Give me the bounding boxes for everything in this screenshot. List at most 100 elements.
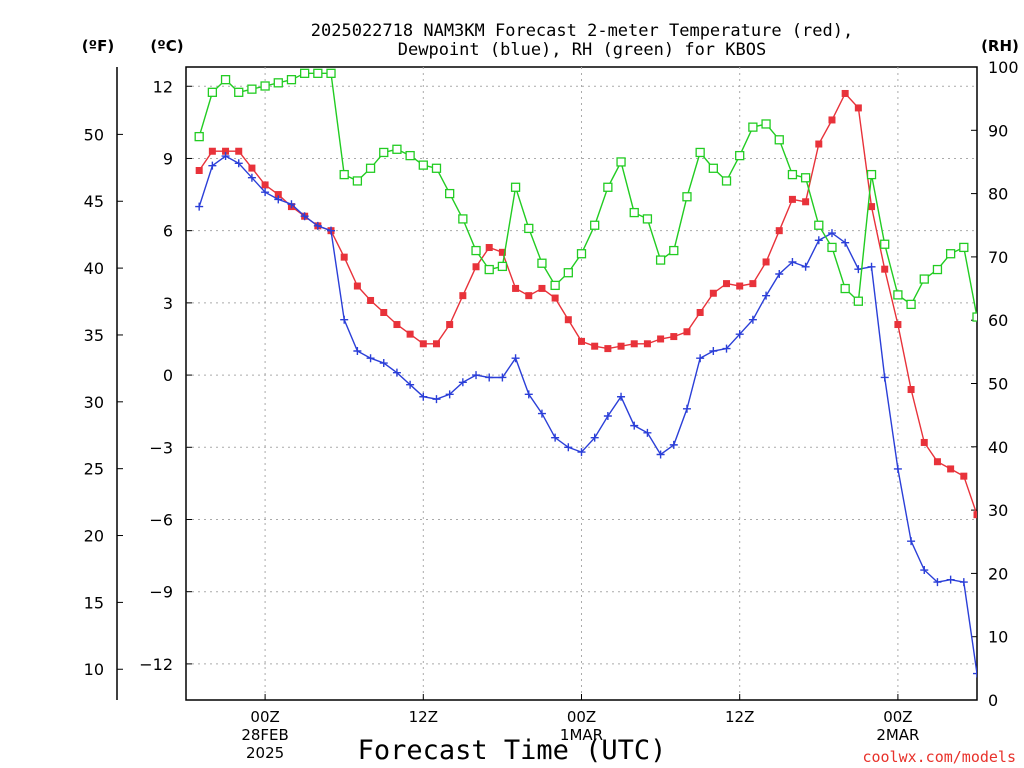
dewpoint-point — [340, 315, 349, 324]
rh-point — [365, 163, 376, 173]
dewpoint-point — [841, 238, 850, 247]
rh-point — [919, 274, 929, 284]
fahrenheit-unit-label: (ºF) — [82, 37, 114, 55]
dewpoint-point — [643, 428, 652, 437]
temperature-point — [696, 308, 704, 316]
dewpoint-point — [709, 347, 718, 356]
rh-point — [234, 87, 244, 97]
x-tick-label: 2MAR — [876, 726, 919, 744]
dewpoint-point — [498, 373, 507, 382]
temperature-point — [380, 308, 388, 316]
x-tick-label: 2025 — [246, 744, 284, 762]
celsius-tick-label: 12 — [153, 77, 173, 96]
dewpoint-point — [907, 537, 916, 546]
temperature-point — [195, 166, 203, 174]
rh-point — [445, 188, 455, 199]
dewpoint-point — [208, 161, 217, 170]
fahrenheit-tick-label: 20 — [84, 527, 104, 546]
rh-tick-label: 60 — [988, 311, 1008, 330]
dewpoint-point — [287, 200, 296, 209]
dewpoint-point — [458, 378, 467, 387]
temperature-point — [564, 316, 572, 324]
rh-point — [392, 144, 402, 154]
dewpoint-point — [261, 188, 270, 197]
celsius-tick-label: −3 — [149, 438, 173, 457]
rh-point — [497, 261, 508, 272]
dewpoint-point — [986, 679, 994, 687]
rh-point — [708, 163, 718, 173]
rh-tick-label: 50 — [988, 375, 1008, 394]
rh-point — [286, 75, 297, 85]
dewpoint-point — [485, 373, 494, 382]
dewpoint-point — [696, 354, 705, 363]
dewpoint-point — [234, 159, 243, 168]
temperature-point — [446, 321, 454, 329]
temperature-point — [538, 284, 546, 292]
dewpoint-point — [617, 392, 626, 401]
rh-tick-label: 80 — [988, 185, 1008, 204]
rh-point — [220, 75, 231, 85]
rh-point — [431, 163, 442, 173]
dewpoint-point — [788, 257, 797, 266]
rh-point — [576, 249, 587, 259]
rh-point — [893, 290, 903, 300]
series-temperature — [195, 89, 994, 535]
temperature-point — [353, 282, 361, 290]
dewpoint-point — [827, 229, 836, 238]
temperature-point — [274, 191, 282, 199]
rh-point — [313, 68, 323, 78]
dewpoint-point — [313, 221, 322, 230]
dewpoint-point — [603, 411, 612, 420]
dewpoint-point — [392, 368, 401, 377]
dewpoint-point — [959, 578, 968, 587]
x-tick-label: 00Z — [883, 708, 912, 726]
x-axis-title: Forecast Time (UTC) — [358, 735, 667, 766]
rh-point — [959, 242, 969, 253]
dewpoint-point — [630, 421, 639, 430]
dewpoint-point — [353, 347, 362, 356]
rh-point — [299, 68, 310, 78]
dewpoint-point — [472, 371, 481, 380]
rh-point — [379, 147, 389, 158]
dewpoint-point — [445, 390, 454, 399]
dewpoint-point — [432, 395, 441, 404]
temperature-point — [815, 140, 823, 148]
chart-title-line-1: 2025022718 NAM3KM Forecast 2-meter Tempe… — [311, 21, 853, 41]
temperature-point — [987, 528, 994, 535]
rh-point — [932, 264, 943, 275]
temperature-point — [854, 104, 862, 112]
rh-point — [906, 299, 916, 310]
temperature-point — [578, 337, 585, 345]
temperature-point — [749, 280, 757, 288]
dewpoint-point — [946, 575, 955, 584]
rh-point — [735, 150, 745, 161]
rh-point — [827, 242, 837, 253]
temperature-point — [248, 164, 256, 172]
rh-tick-label: 0 — [988, 691, 998, 710]
rh-point — [642, 214, 653, 224]
rh-point — [550, 280, 560, 291]
rh-point — [352, 176, 363, 186]
dewpoint-point — [419, 392, 428, 401]
dewpoint-point — [590, 433, 599, 442]
celsius-tick-label: −12 — [139, 655, 173, 674]
rh-point — [866, 169, 877, 180]
fahrenheit-tick-label: 10 — [84, 660, 104, 679]
rh-point — [510, 182, 521, 192]
temperature-point — [498, 248, 506, 256]
temperature-point — [525, 292, 533, 300]
temperature-point — [432, 340, 440, 348]
temperature-point — [367, 296, 375, 304]
rh-point — [840, 283, 850, 294]
dewpoint-point — [537, 409, 546, 418]
celsius-unit-label: (ºC) — [150, 37, 183, 55]
grid — [186, 67, 977, 700]
rh-point — [761, 119, 771, 129]
temperature-point — [419, 340, 427, 348]
temperature-point — [340, 253, 348, 261]
temperature-point — [551, 294, 559, 302]
temperature-point — [630, 340, 638, 348]
temperature-point — [933, 458, 941, 466]
rh-tick-label: 100 — [988, 58, 1019, 77]
